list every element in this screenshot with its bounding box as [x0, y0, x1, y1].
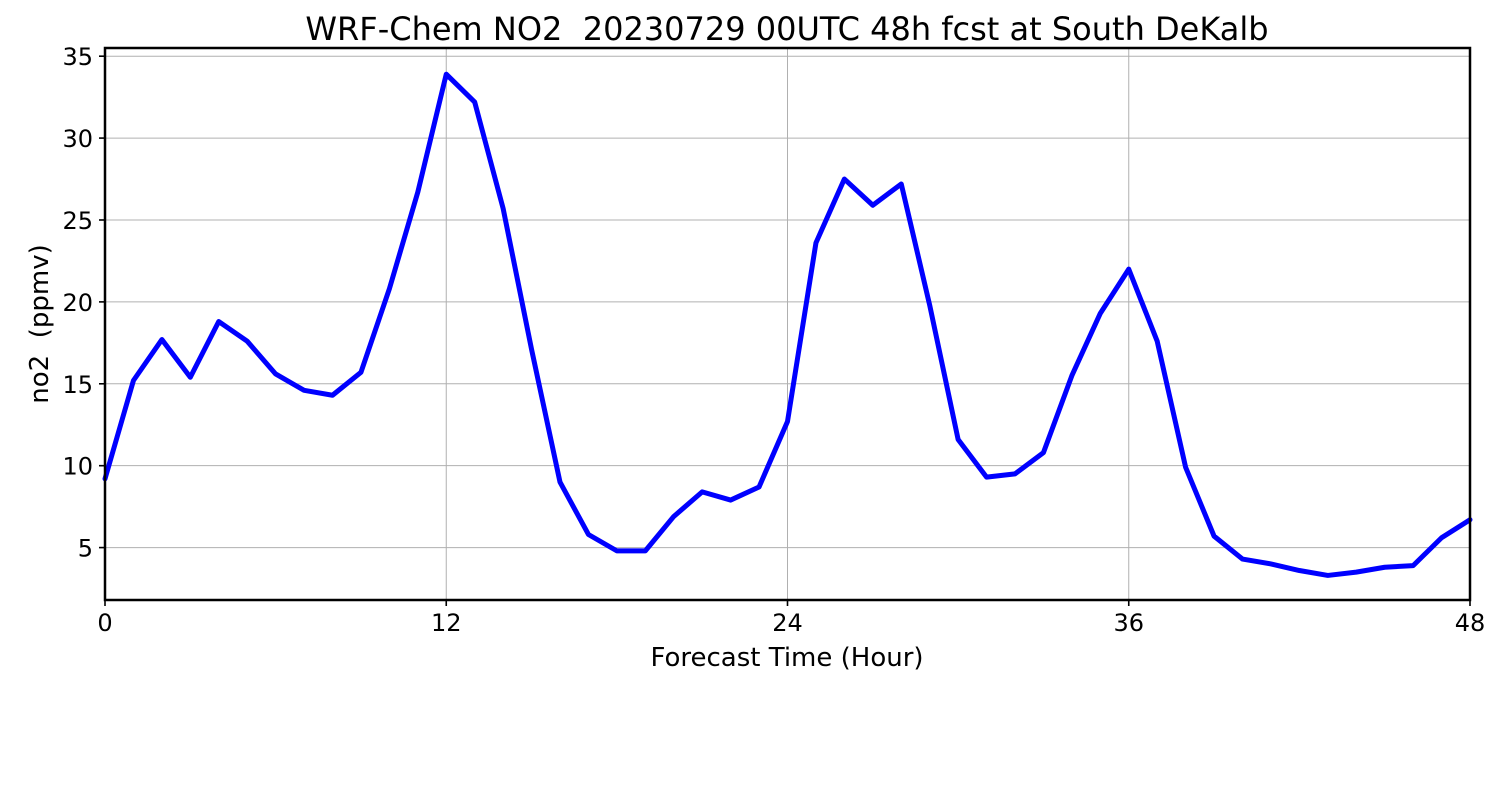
x-tick-label: 12	[431, 609, 462, 637]
axis-ticks: 0 12 24 36 48 5 10 15 20 25 30 35	[62, 43, 1485, 637]
series-layer	[102, 71, 1473, 578]
y-tick-label: 10	[62, 453, 93, 481]
x-tick-label: 24	[772, 609, 803, 637]
chart-title: WRF-Chem NO2 20230729 00UTC 48h fcst at …	[305, 10, 1268, 48]
y-tick-label: 25	[62, 207, 93, 235]
x-tick-label: 36	[1113, 609, 1144, 637]
y-axis-label: no2 (ppmv)	[25, 244, 55, 403]
y-tick-label: 30	[62, 125, 93, 153]
x-tick-label: 48	[1455, 609, 1486, 637]
y-tick-label: 20	[62, 289, 93, 317]
y-tick-label: 35	[62, 43, 93, 71]
no2-series-line	[102, 71, 1473, 578]
y-tick-label: 15	[62, 371, 93, 399]
gridlines	[105, 48, 1470, 600]
y-tick-label: 5	[78, 535, 93, 563]
x-axis-label: Forecast Time (Hour)	[650, 643, 923, 673]
x-tick-label: 0	[97, 609, 112, 637]
